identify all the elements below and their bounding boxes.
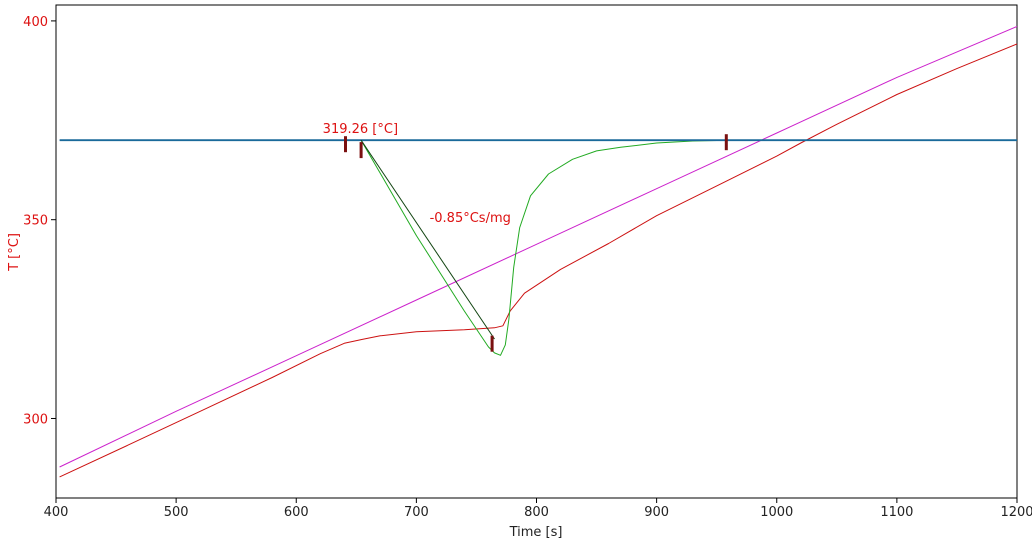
marker-4 [724, 134, 728, 151]
marker-1 [344, 136, 347, 153]
x-axis: 400 500 600 700 800 900 1000 1100 1200 [44, 498, 1032, 520]
x-tick-label: 400 [44, 505, 69, 520]
y-tick-label: 350 [23, 214, 48, 229]
y-tick-label: 300 [23, 412, 48, 427]
y-axis: 300 350 400 [23, 15, 56, 427]
x-tick-label: 500 [164, 505, 189, 520]
x-axis-title: Time [s] [509, 525, 563, 540]
marker-2 [359, 142, 363, 159]
x-tick-label: 700 [404, 505, 429, 520]
x-tick-label: 1000 [760, 505, 793, 520]
x-tick-label: 800 [524, 505, 549, 520]
marker-layer [344, 134, 728, 352]
y-axis-title: T [°C] [7, 233, 22, 272]
x-tick-label: 1200 [1000, 505, 1032, 520]
y-tick-label: 400 [23, 15, 48, 30]
x-tick-label: 1100 [880, 505, 913, 520]
series-layer [59, 26, 1018, 478]
series-line-5 [360, 139, 495, 340]
x-tick-label: 900 [644, 505, 669, 520]
plot-area [55, 4, 1018, 499]
annotation-layer: 319.26 [°C] -0.85°Cs/mg [323, 122, 511, 226]
x-tick-label: 600 [284, 505, 309, 520]
series-line-1 [59, 26, 1018, 468]
marker-3 [490, 335, 494, 352]
annotation-label-1: 319.26 [°C] [323, 122, 398, 137]
annotation-label-2: -0.85°Cs/mg [430, 211, 511, 226]
